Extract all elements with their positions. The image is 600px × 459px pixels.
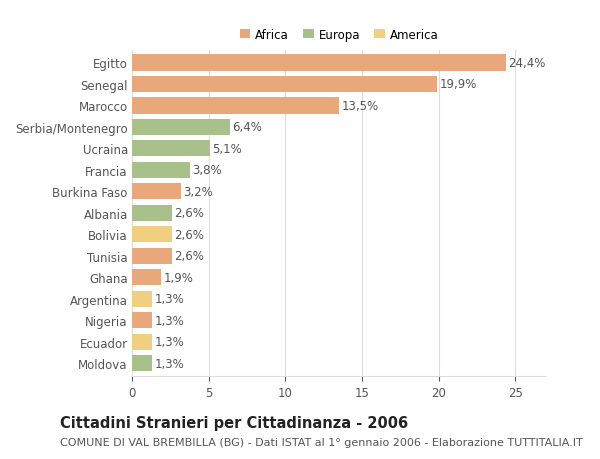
Bar <box>132 77 437 93</box>
Text: 3,8%: 3,8% <box>193 164 222 177</box>
Text: 1,3%: 1,3% <box>154 336 184 348</box>
Text: 2,6%: 2,6% <box>174 250 204 263</box>
Bar <box>132 334 152 350</box>
Text: 6,4%: 6,4% <box>232 121 262 134</box>
Text: 5,1%: 5,1% <box>212 143 242 156</box>
Legend: Africa, Europa, America: Africa, Europa, America <box>235 24 443 46</box>
Bar <box>132 141 210 157</box>
Text: 1,3%: 1,3% <box>154 314 184 327</box>
Text: 19,9%: 19,9% <box>439 78 477 91</box>
Bar <box>132 270 161 286</box>
Text: 13,5%: 13,5% <box>341 100 379 113</box>
Bar <box>132 184 181 200</box>
Bar <box>132 291 152 307</box>
Text: 24,4%: 24,4% <box>508 57 546 70</box>
Text: 2,6%: 2,6% <box>174 229 204 241</box>
Text: 1,3%: 1,3% <box>154 293 184 306</box>
Bar <box>132 355 152 371</box>
Bar <box>132 313 152 329</box>
Text: COMUNE DI VAL BREMBILLA (BG) - Dati ISTAT al 1° gennaio 2006 - Elaborazione TUTT: COMUNE DI VAL BREMBILLA (BG) - Dati ISTA… <box>60 437 583 447</box>
Bar <box>132 162 190 179</box>
Text: 2,6%: 2,6% <box>174 207 204 220</box>
Bar <box>132 98 339 114</box>
Bar <box>132 56 506 72</box>
Bar <box>132 248 172 264</box>
Text: 1,9%: 1,9% <box>163 271 193 284</box>
Text: Cittadini Stranieri per Cittadinanza - 2006: Cittadini Stranieri per Cittadinanza - 2… <box>60 415 408 431</box>
Bar <box>132 205 172 222</box>
Bar <box>132 120 230 136</box>
Text: 1,3%: 1,3% <box>154 357 184 370</box>
Text: 3,2%: 3,2% <box>184 185 213 198</box>
Bar <box>132 227 172 243</box>
